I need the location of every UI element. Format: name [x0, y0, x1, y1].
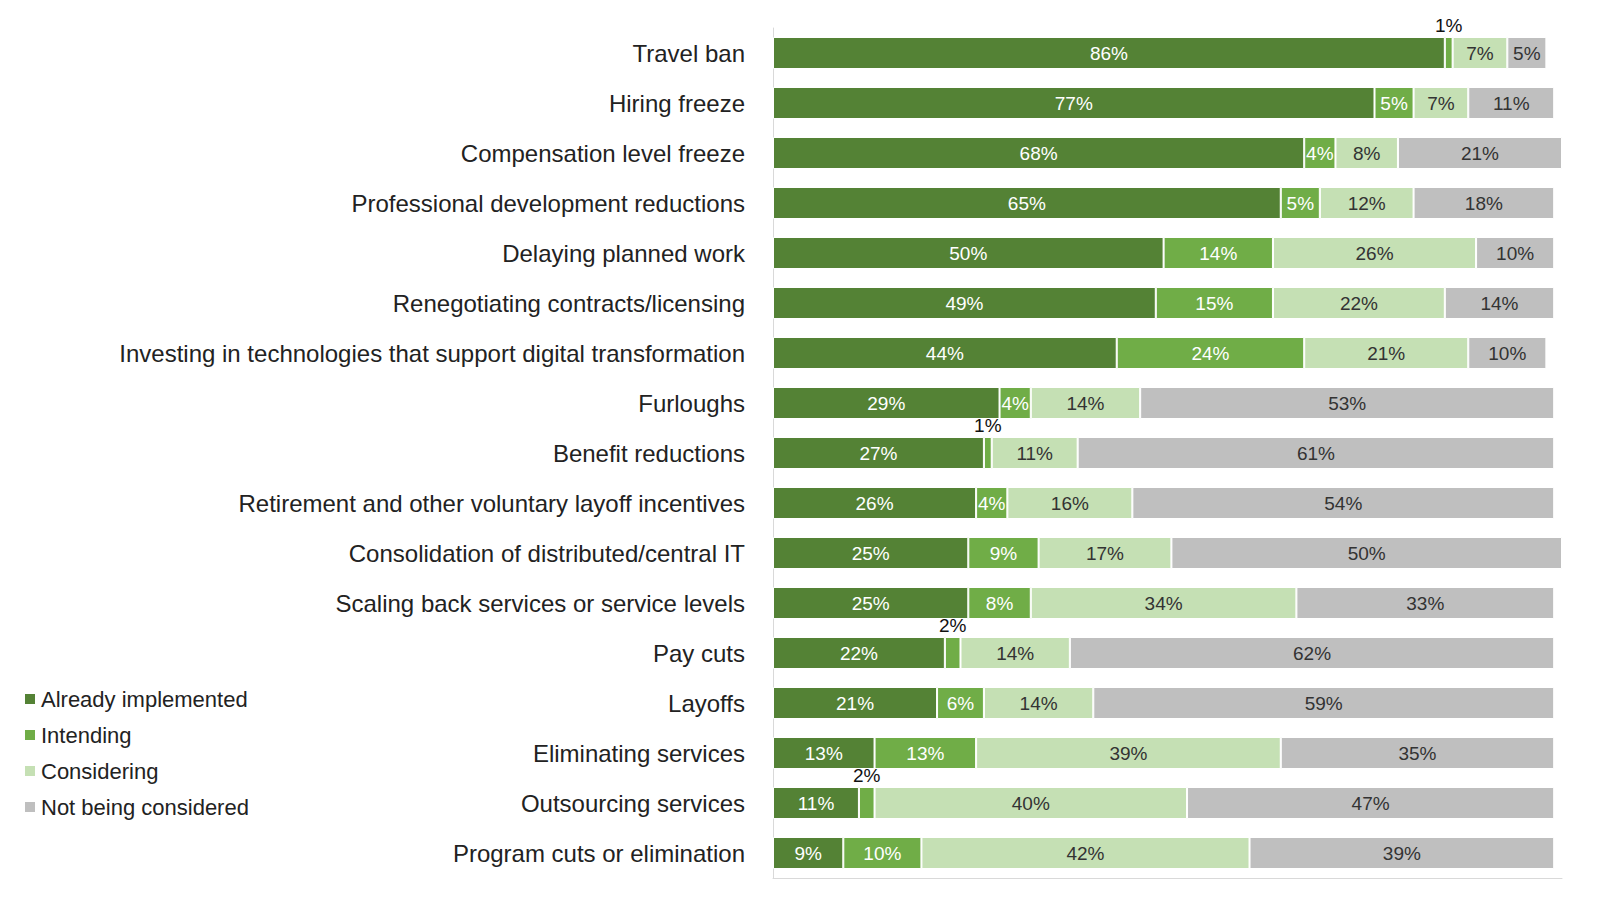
svg-text:10%: 10%	[863, 843, 901, 864]
svg-text:14%: 14%	[996, 643, 1034, 664]
svg-text:7%: 7%	[1466, 43, 1494, 64]
svg-text:Delaying planned work: Delaying planned work	[502, 240, 746, 267]
svg-text:14%: 14%	[1020, 693, 1058, 714]
svg-text:14%: 14%	[1480, 293, 1518, 314]
svg-text:6%: 6%	[947, 693, 975, 714]
svg-text:50%: 50%	[949, 243, 987, 264]
svg-text:44%: 44%	[926, 343, 964, 364]
svg-text:13%: 13%	[805, 743, 843, 764]
svg-text:9%: 9%	[794, 843, 822, 864]
svg-text:21%: 21%	[1461, 143, 1499, 164]
svg-text:Outsourcing services: Outsourcing services	[521, 790, 745, 817]
svg-text:Benefit reductions: Benefit reductions	[553, 440, 745, 467]
svg-text:21%: 21%	[1367, 343, 1405, 364]
svg-text:10%: 10%	[1488, 343, 1526, 364]
svg-text:59%: 59%	[1305, 693, 1343, 714]
svg-text:22%: 22%	[1340, 293, 1378, 314]
svg-text:1%: 1%	[1435, 15, 1463, 36]
svg-text:27%: 27%	[859, 443, 897, 464]
svg-text:54%: 54%	[1324, 493, 1362, 514]
svg-text:29%: 29%	[867, 393, 905, 414]
svg-text:13%: 13%	[906, 743, 944, 764]
svg-text:77%: 77%	[1055, 93, 1093, 114]
svg-text:22%: 22%	[840, 643, 878, 664]
svg-text:50%: 50%	[1348, 543, 1386, 564]
svg-text:14%: 14%	[1066, 393, 1104, 414]
svg-text:61%: 61%	[1297, 443, 1335, 464]
svg-text:14%: 14%	[1199, 243, 1237, 264]
svg-text:Not being considered: Not being considered	[41, 795, 249, 820]
svg-text:65%: 65%	[1008, 193, 1046, 214]
svg-text:35%: 35%	[1398, 743, 1436, 764]
svg-text:39%: 39%	[1383, 843, 1421, 864]
svg-text:24%: 24%	[1191, 343, 1229, 364]
svg-text:2%: 2%	[939, 615, 967, 636]
svg-text:Layoffs: Layoffs	[668, 690, 745, 717]
svg-text:4%: 4%	[978, 493, 1006, 514]
svg-text:47%: 47%	[1352, 793, 1390, 814]
svg-text:Considering: Considering	[41, 759, 158, 784]
svg-text:7%: 7%	[1427, 93, 1455, 114]
svg-text:25%: 25%	[852, 593, 890, 614]
svg-text:Eliminating services: Eliminating services	[533, 740, 745, 767]
svg-text:15%: 15%	[1195, 293, 1233, 314]
svg-text:62%: 62%	[1293, 643, 1331, 664]
svg-text:68%: 68%	[1020, 143, 1058, 164]
svg-text:21%: 21%	[836, 693, 874, 714]
svg-text:34%: 34%	[1145, 593, 1183, 614]
svg-text:17%: 17%	[1086, 543, 1124, 564]
svg-text:11%: 11%	[798, 793, 835, 814]
svg-text:4%: 4%	[1001, 393, 1029, 414]
svg-text:Hiring freeze: Hiring freeze	[609, 90, 745, 117]
svg-text:Consolidation of distributed/c: Consolidation of distributed/central IT	[349, 540, 746, 567]
svg-text:Program cuts or elimination: Program cuts or elimination	[453, 840, 745, 867]
svg-text:5%: 5%	[1380, 93, 1408, 114]
svg-text:86%: 86%	[1090, 43, 1128, 64]
svg-text:11%: 11%	[1493, 93, 1530, 114]
svg-text:8%: 8%	[986, 593, 1014, 614]
svg-text:Renegotiating contracts/licens: Renegotiating contracts/licensing	[393, 290, 745, 317]
svg-text:12%: 12%	[1348, 193, 1386, 214]
svg-text:26%: 26%	[1355, 243, 1393, 264]
svg-text:Pay cuts: Pay cuts	[653, 640, 745, 667]
svg-text:5%: 5%	[1287, 193, 1315, 214]
svg-text:8%: 8%	[1353, 143, 1381, 164]
svg-text:5%: 5%	[1513, 43, 1541, 64]
svg-text:53%: 53%	[1328, 393, 1366, 414]
svg-text:Travel ban: Travel ban	[633, 40, 746, 67]
svg-text:16%: 16%	[1051, 493, 1089, 514]
svg-text:25%: 25%	[852, 543, 890, 564]
svg-text:26%: 26%	[856, 493, 894, 514]
svg-text:4%: 4%	[1306, 143, 1334, 164]
svg-text:40%: 40%	[1012, 793, 1050, 814]
svg-text:49%: 49%	[945, 293, 983, 314]
svg-text:Scaling back services or servi: Scaling back services or service levels	[336, 590, 746, 617]
svg-text:Compensation level freeze: Compensation level freeze	[461, 140, 745, 167]
svg-text:10%: 10%	[1496, 243, 1534, 264]
svg-text:18%: 18%	[1465, 193, 1503, 214]
svg-text:39%: 39%	[1109, 743, 1147, 764]
svg-text:11%: 11%	[1016, 443, 1053, 464]
svg-text:9%: 9%	[990, 543, 1018, 564]
svg-text:Already implemented: Already implemented	[41, 687, 248, 712]
svg-text:1%: 1%	[974, 415, 1002, 436]
svg-text:42%: 42%	[1066, 843, 1104, 864]
svg-text:2%: 2%	[853, 765, 881, 786]
svg-text:Professional development reduc: Professional development reductions	[351, 190, 745, 217]
svg-text:33%: 33%	[1406, 593, 1444, 614]
svg-text:Investing in technologies that: Investing in technologies that support d…	[119, 340, 745, 367]
svg-text:Retirement and other voluntary: Retirement and other voluntary layoff in…	[239, 490, 746, 517]
svg-text:Furloughs: Furloughs	[638, 390, 745, 417]
svg-text:Intending: Intending	[41, 723, 132, 748]
